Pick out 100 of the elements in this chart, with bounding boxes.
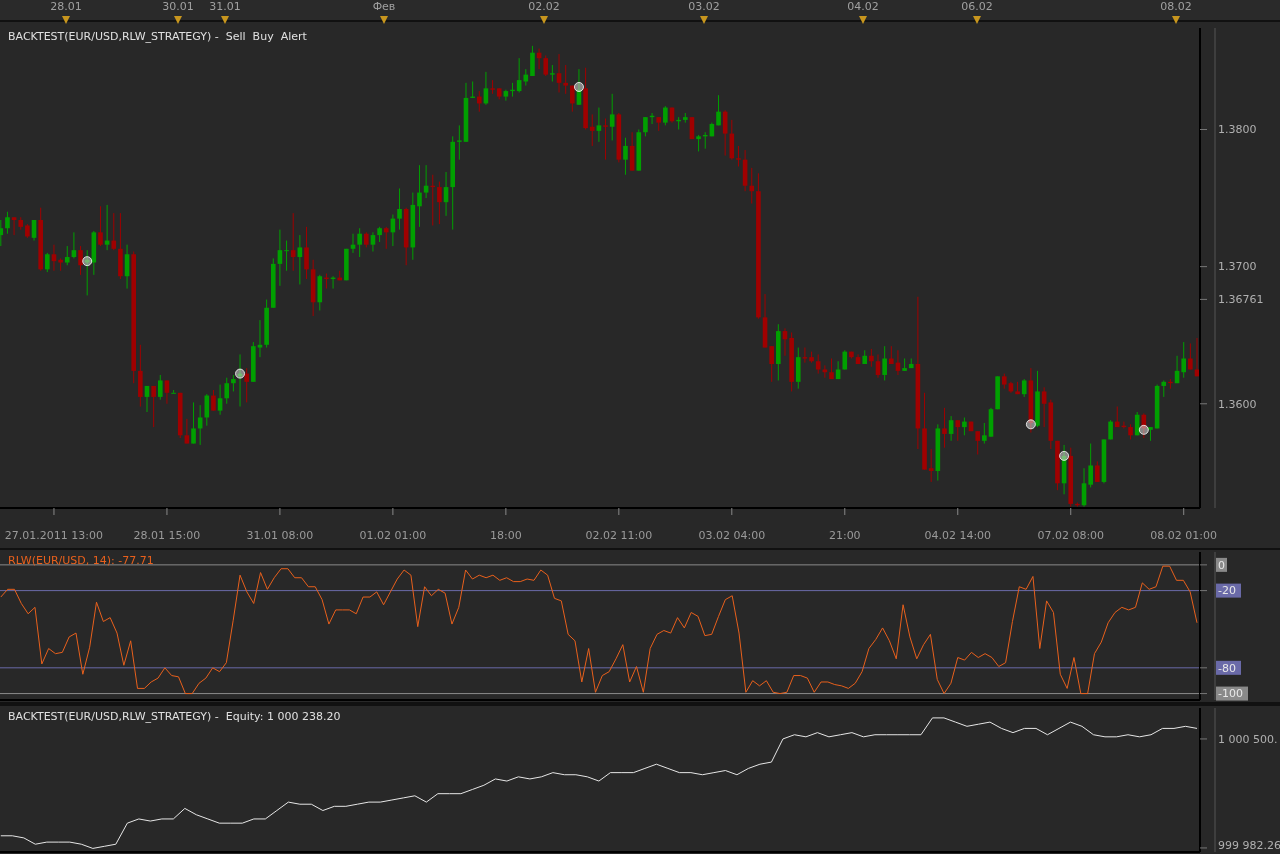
candlestick bbox=[151, 385, 156, 428]
candlestick bbox=[928, 448, 934, 483]
chart-title: RLW(EUR/USD, 14): -77.71 bbox=[8, 554, 154, 567]
candlestick bbox=[982, 422, 987, 445]
y-tick-label: 1.3700 bbox=[1218, 260, 1257, 274]
candlestick bbox=[297, 234, 303, 285]
text: 08.02 bbox=[1160, 0, 1192, 13]
x-tick-label: 02.02 11:00 bbox=[585, 529, 653, 542]
candlestick bbox=[955, 419, 961, 442]
point bbox=[1025, 419, 1036, 430]
candlestick bbox=[84, 249, 90, 296]
x-tick-label: 03.02 04:00 bbox=[698, 529, 766, 542]
x-tick-label: 08.02 01:00 bbox=[1150, 529, 1218, 542]
candlestick bbox=[530, 45, 535, 77]
candlestick bbox=[244, 367, 249, 403]
candlestick bbox=[556, 53, 562, 93]
candlestick bbox=[716, 94, 721, 126]
x-tick-label: 21:00 bbox=[828, 529, 861, 542]
candlestick bbox=[476, 90, 482, 113]
text: Фев bbox=[372, 0, 396, 13]
candlestick bbox=[217, 384, 223, 416]
x-tick-label: 28.01 15:00 bbox=[133, 529, 201, 542]
candlestick bbox=[211, 389, 216, 412]
candlestick bbox=[543, 54, 549, 77]
y-tick-label: -20 bbox=[1218, 584, 1236, 598]
candlestick bbox=[589, 113, 595, 147]
chart-title: BACKTEST(EUR/USD,RLW_STRATEGY) - Sell Buy Alert bbox=[8, 30, 308, 43]
candlestick bbox=[64, 245, 70, 266]
candlestick bbox=[1181, 341, 1187, 379]
point bbox=[1138, 424, 1149, 435]
text: 06.02 bbox=[961, 0, 993, 13]
candlestick bbox=[882, 345, 887, 381]
x-tick-label: 07.02 08:00 bbox=[1037, 529, 1105, 542]
text: 30.01 bbox=[162, 0, 194, 13]
point bbox=[235, 368, 245, 379]
candlestick bbox=[736, 145, 741, 168]
candlestick bbox=[78, 245, 83, 276]
candlestick bbox=[1041, 386, 1047, 428]
chart-title: BACKTEST(EUR/USD,RLW_STRATEGY) - Equity: 1 000 238.20 bbox=[8, 710, 341, 723]
candlestick bbox=[383, 226, 389, 250]
candlestick bbox=[184, 418, 190, 445]
candlestick bbox=[357, 227, 362, 258]
y-tick-label: 1.3800 bbox=[1218, 123, 1257, 137]
candlestick bbox=[596, 107, 602, 143]
y-tick-label: -80 bbox=[1218, 661, 1236, 675]
candlestick bbox=[5, 211, 10, 235]
y-tick-label: -100 bbox=[1218, 687, 1243, 701]
candlestick bbox=[284, 240, 289, 272]
candlestick bbox=[98, 205, 103, 247]
candlestick bbox=[164, 379, 170, 405]
y-tick-label: 1 000 500. bbox=[1218, 732, 1278, 746]
candlestick bbox=[11, 216, 17, 236]
candlestick bbox=[457, 124, 462, 161]
candlestick bbox=[397, 187, 402, 231]
candlestick bbox=[975, 430, 980, 456]
candlestick bbox=[623, 137, 628, 176]
x-tick-label: 18:00 bbox=[490, 529, 522, 542]
candlestick bbox=[304, 226, 309, 280]
candlestick bbox=[370, 231, 376, 253]
candlestick bbox=[0, 219, 4, 247]
candlestick bbox=[643, 116, 648, 137]
candlestick bbox=[290, 212, 296, 272]
candlestick bbox=[749, 167, 755, 205]
candlestick bbox=[503, 89, 509, 102]
text: 03.02 bbox=[688, 0, 720, 13]
candlestick bbox=[603, 118, 608, 161]
candlestick bbox=[942, 407, 947, 449]
candlestick bbox=[815, 353, 821, 375]
candlestick bbox=[1095, 460, 1100, 483]
x-tick-label: 27.01.2011 13:00 bbox=[4, 529, 104, 542]
point bbox=[82, 256, 93, 267]
point bbox=[574, 82, 584, 92]
x-tick-label: 31.01 08:00 bbox=[246, 529, 314, 542]
candlestick bbox=[417, 164, 422, 228]
candlestick bbox=[191, 401, 196, 445]
candlestick bbox=[1188, 342, 1193, 370]
candlestick bbox=[224, 377, 230, 405]
candlestick bbox=[111, 212, 117, 251]
x-tick-label: 04.02 14:00 bbox=[924, 529, 992, 542]
x-tick-label: 01.02 01:00 bbox=[359, 529, 427, 542]
y-tick-label: 999 982.26 bbox=[1218, 838, 1280, 852]
line-series bbox=[0, 565, 1198, 695]
text: 04.02 bbox=[847, 0, 879, 13]
y-tick-label: 0 bbox=[1218, 558, 1225, 572]
text: 28.01 bbox=[50, 0, 82, 13]
candlestick bbox=[802, 347, 808, 364]
point bbox=[1059, 450, 1069, 461]
candlestick bbox=[563, 64, 568, 95]
candlestick bbox=[663, 105, 668, 126]
text: 02.02 bbox=[528, 0, 560, 13]
candlestick bbox=[45, 252, 50, 273]
candlestick bbox=[437, 181, 442, 225]
y-tick-label: 1.36761 bbox=[1218, 293, 1264, 307]
candlestick bbox=[257, 319, 263, 358]
candlestick bbox=[171, 389, 176, 394]
candlestick bbox=[1088, 443, 1093, 488]
y-tick-label: 1.3600 bbox=[1218, 397, 1257, 411]
text: 31.01 bbox=[209, 0, 241, 13]
candlestick bbox=[769, 345, 774, 383]
candlestick bbox=[609, 93, 615, 141]
